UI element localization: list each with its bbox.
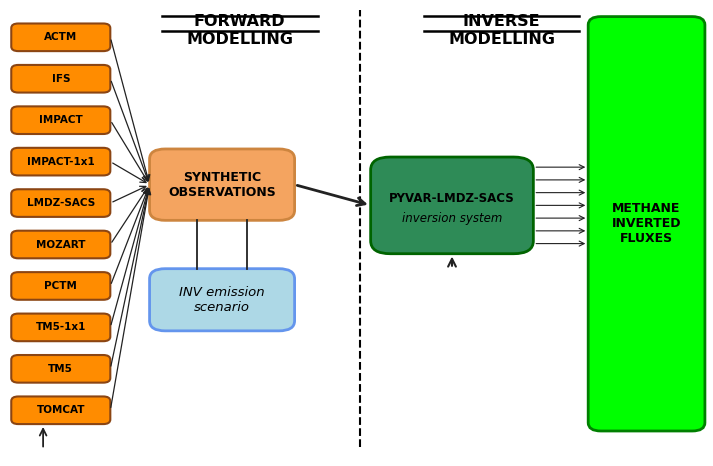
Text: INV emission
scenario: INV emission scenario	[179, 286, 265, 314]
Text: PCTM: PCTM	[44, 281, 77, 291]
FancyBboxPatch shape	[11, 23, 111, 51]
FancyBboxPatch shape	[11, 148, 111, 175]
Text: TOMCAT: TOMCAT	[36, 405, 85, 415]
Text: INVERSE
MODELLING: INVERSE MODELLING	[448, 14, 555, 47]
Text: MOZART: MOZART	[36, 240, 86, 249]
Text: IFS: IFS	[51, 74, 70, 84]
Text: METHANE
INVERTED
FLUXES: METHANE INVERTED FLUXES	[612, 202, 682, 245]
Text: PYVAR-LMDZ-SACS: PYVAR-LMDZ-SACS	[389, 192, 515, 205]
FancyBboxPatch shape	[150, 149, 294, 220]
Text: LMDZ-SACS: LMDZ-SACS	[26, 198, 95, 208]
Text: SYNTHETIC
OBSERVATIONS: SYNTHETIC OBSERVATIONS	[168, 171, 276, 199]
FancyBboxPatch shape	[11, 397, 111, 424]
FancyBboxPatch shape	[11, 272, 111, 300]
Text: inversion system: inversion system	[402, 212, 502, 225]
FancyBboxPatch shape	[150, 269, 294, 331]
Text: FORWARD
MODELLING: FORWARD MODELLING	[186, 14, 293, 47]
FancyBboxPatch shape	[11, 355, 111, 383]
Text: TM5: TM5	[48, 364, 73, 374]
Text: ACTM: ACTM	[44, 32, 78, 42]
FancyBboxPatch shape	[11, 314, 111, 341]
Text: IMPACT-1x1: IMPACT-1x1	[27, 157, 95, 167]
FancyBboxPatch shape	[11, 231, 111, 258]
FancyBboxPatch shape	[371, 157, 533, 254]
Text: IMPACT: IMPACT	[39, 115, 83, 125]
FancyBboxPatch shape	[11, 65, 111, 93]
FancyBboxPatch shape	[11, 189, 111, 217]
Text: TM5-1x1: TM5-1x1	[36, 322, 86, 332]
FancyBboxPatch shape	[11, 106, 111, 134]
FancyBboxPatch shape	[588, 17, 705, 431]
